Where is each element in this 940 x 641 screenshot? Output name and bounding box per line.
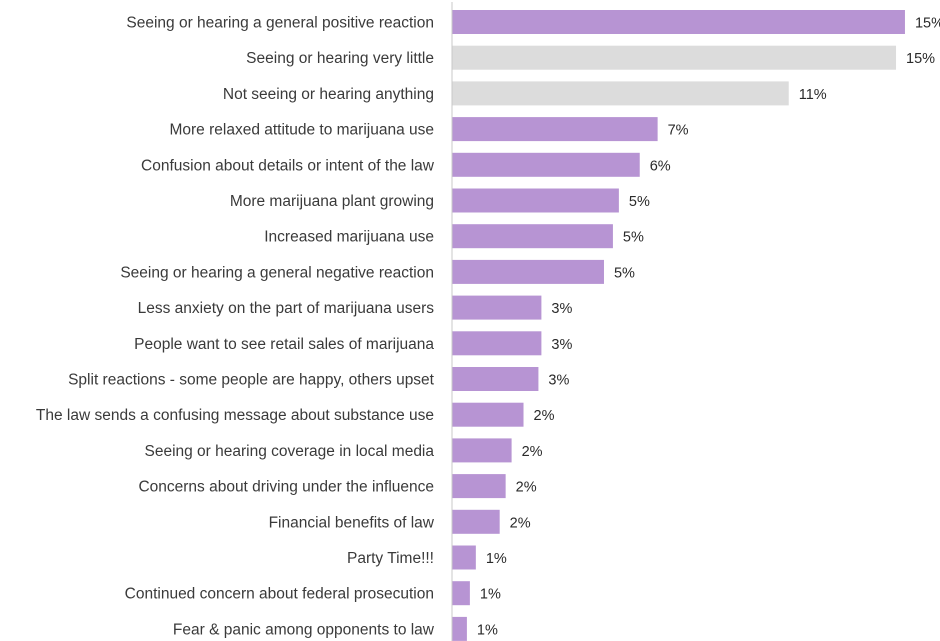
value-label: 1% [477, 622, 498, 638]
value-label: 3% [551, 301, 572, 317]
bar [452, 616, 467, 641]
value-label: 5% [614, 265, 635, 281]
bar [452, 581, 470, 606]
value-label: 1% [480, 587, 501, 603]
bar [452, 474, 506, 499]
category-label: Financial benefits of law [269, 514, 435, 531]
bar [452, 117, 658, 142]
category-label: Less anxiety on the part of marijuana us… [138, 300, 435, 317]
bar [452, 10, 905, 34]
bar [452, 402, 524, 427]
bar [452, 188, 619, 213]
bar [452, 152, 640, 177]
category-label: More marijuana plant growing [230, 193, 434, 210]
value-label: 5% [629, 194, 650, 210]
bar [452, 331, 542, 356]
bar [452, 545, 476, 570]
value-label: 5% [623, 230, 644, 246]
value-label: 3% [551, 337, 572, 353]
value-label: 2% [516, 480, 537, 496]
value-label: 11% [799, 87, 827, 103]
value-label: 3% [548, 373, 569, 389]
bar [452, 295, 542, 320]
value-label: 6% [650, 158, 671, 174]
bar [452, 81, 789, 106]
category-label: Seeing or hearing coverage in local medi… [144, 443, 434, 460]
category-label: Seeing or hearing a general positive rea… [126, 15, 434, 32]
bar [452, 259, 604, 284]
category-label: People want to see retail sales of marij… [134, 336, 434, 353]
value-label: 15% [915, 16, 940, 32]
category-label: Confusion about details or intent of the… [141, 157, 435, 174]
category-label: Seeing or hearing a general negative rea… [120, 264, 434, 281]
category-label: Not seeing or hearing anything [223, 86, 434, 103]
category-label: Continued concern about federal prosecut… [125, 586, 434, 603]
category-label: Seeing or hearing very little [246, 50, 434, 67]
value-label: 2% [522, 444, 543, 460]
value-label: 15% [906, 51, 935, 67]
bar [452, 45, 897, 70]
category-label: The law sends a confusing message about … [36, 407, 434, 424]
bar [452, 438, 512, 463]
bar [452, 224, 613, 249]
value-label: 1% [486, 551, 507, 567]
value-label: 2% [534, 408, 555, 424]
value-label: 7% [668, 123, 689, 139]
bar [452, 509, 500, 534]
category-label: Concerns about driving under the influen… [138, 479, 434, 496]
category-label: More relaxed attitude to marijuana use [169, 122, 434, 139]
category-label: Party Time!!! [347, 550, 434, 567]
value-label: 2% [510, 515, 531, 531]
category-label: Fear & panic among opponents to law [173, 621, 435, 638]
bar [452, 367, 539, 391]
category-label: Split reactions - some people are happy,… [68, 372, 435, 389]
category-label: Increased marijuana use [264, 229, 434, 246]
